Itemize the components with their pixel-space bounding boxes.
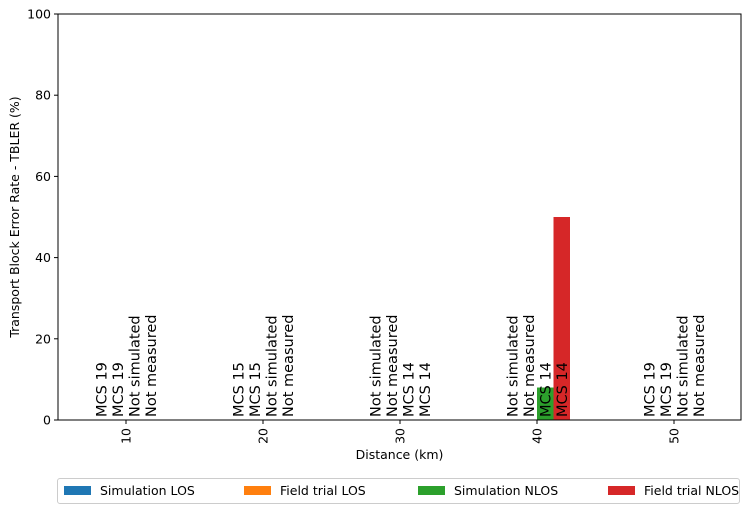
bar-simulation-nlos-40 bbox=[537, 387, 554, 420]
y-tick-label: 80 bbox=[35, 88, 51, 103]
y-tick-label: 0 bbox=[43, 413, 51, 428]
x-tick-label: 10 bbox=[119, 428, 134, 444]
bar-annotation: MCS 19 bbox=[94, 362, 110, 417]
bar-annotation: Not measured bbox=[692, 315, 708, 417]
y-axis-label: Transport Block Error Rate - TBLER (%) bbox=[7, 96, 22, 338]
legend-label: Field trial NLOS bbox=[644, 483, 740, 498]
bar-annotation: MCS 14 bbox=[538, 362, 554, 417]
bar-annotation: MCS 14 bbox=[555, 362, 571, 417]
bar-annotation: Not simulated bbox=[127, 315, 143, 417]
y-tick-label: 100 bbox=[27, 7, 51, 22]
x-tick-label: 50 bbox=[667, 428, 682, 444]
bar-annotation: Not measured bbox=[281, 315, 297, 417]
y-tick-label: 40 bbox=[35, 250, 51, 265]
bar-annotation: MCS 19 bbox=[111, 362, 127, 417]
y-tick-label: 60 bbox=[35, 169, 51, 184]
bar-annotation: MCS 19 bbox=[642, 362, 658, 417]
bar-annotation: Not simulated bbox=[368, 315, 384, 417]
legend-swatch bbox=[418, 486, 445, 495]
x-tick-label: 40 bbox=[530, 428, 545, 444]
bar-annotation: MCS 15 bbox=[231, 362, 247, 417]
legend-label: Field trial LOS bbox=[280, 483, 366, 498]
x-tick-label: 30 bbox=[393, 428, 408, 444]
legend-item: Simulation NLOS bbox=[418, 483, 558, 498]
legend-item: Field trial LOS bbox=[244, 483, 366, 498]
bar-annotation: MCS 19 bbox=[659, 362, 675, 417]
bar-field-trial-nlos-40 bbox=[553, 217, 570, 420]
x-tick-label: 20 bbox=[256, 428, 271, 444]
chart-legend: Simulation LOS Field trial LOS Simulation … bbox=[57, 478, 740, 504]
x-axis-label: Distance (km) bbox=[356, 447, 444, 462]
y-tick-label: 20 bbox=[35, 331, 51, 346]
legend-label: Simulation LOS bbox=[100, 483, 195, 498]
legend-label: Simulation NLOS bbox=[454, 483, 559, 498]
legend-swatch bbox=[244, 486, 271, 495]
bar-annotation: MCS 14 bbox=[401, 362, 417, 417]
bar-annotation: MCS 15 bbox=[248, 362, 264, 417]
legend-swatch bbox=[608, 486, 635, 495]
bar-annotation: Not simulated bbox=[264, 315, 280, 417]
bar-chart: MCS 19 MCS 19 Not simulated Not measured MCS… bbox=[7, 7, 742, 462]
bar-annotation: Not simulated bbox=[675, 315, 691, 417]
bar-annotation: Not measured bbox=[144, 315, 160, 417]
bar-annotation: MCS 14 bbox=[418, 362, 434, 417]
bar-annotation: Not measured bbox=[385, 315, 401, 417]
legend-item: Field trial NLOS bbox=[608, 483, 739, 498]
bar-annotation: Not simulated bbox=[505, 315, 521, 417]
legend-swatch bbox=[64, 486, 91, 495]
bar-annotation: Not measured bbox=[522, 315, 538, 417]
legend-item: Simulation LOS bbox=[64, 483, 195, 498]
